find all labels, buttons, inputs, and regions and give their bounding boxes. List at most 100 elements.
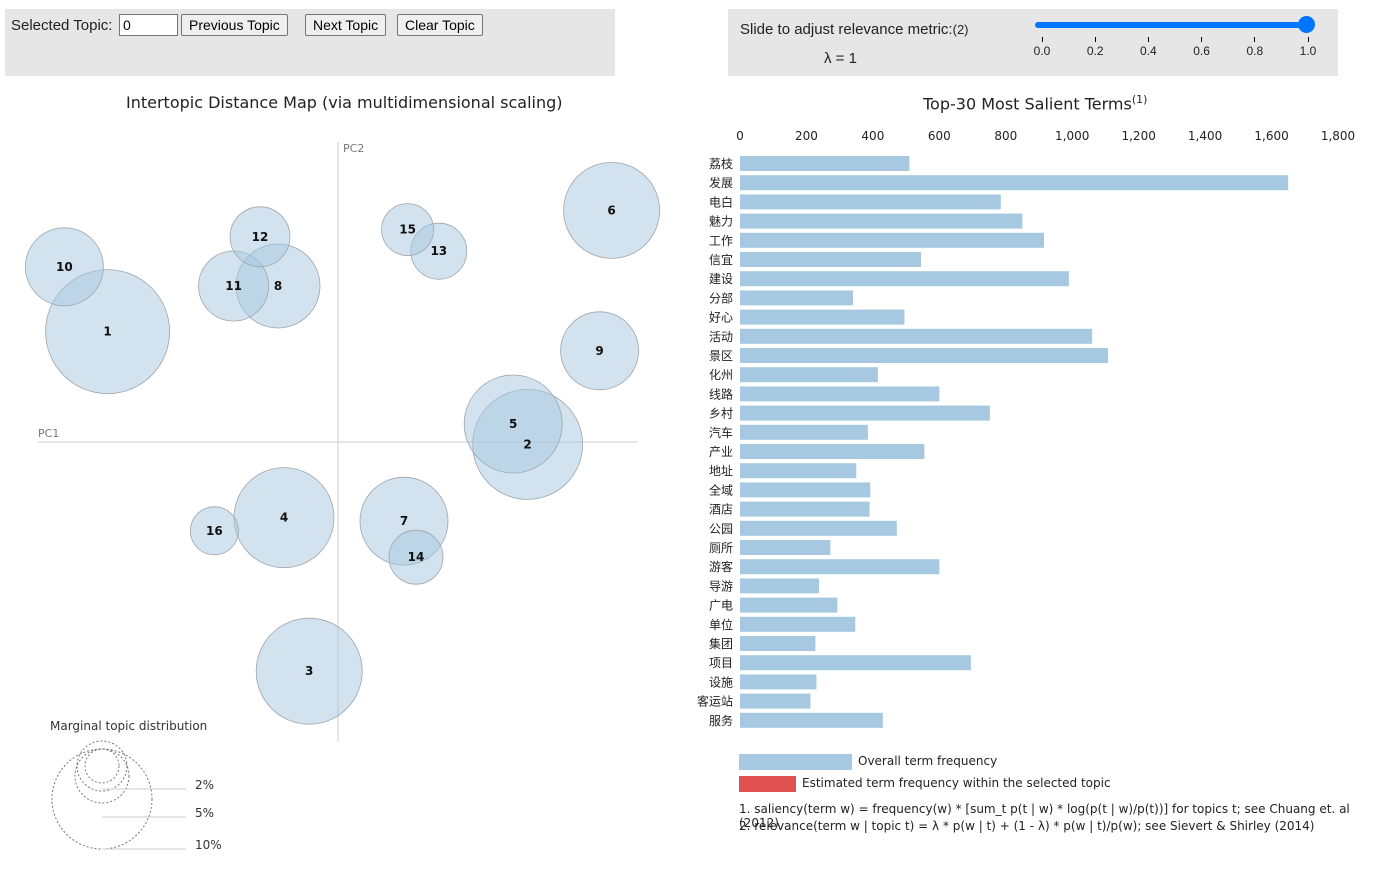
topic-bubble-label-16: 16 [206,524,223,538]
term-bar-21[interactable] [740,540,831,555]
relevance-slider-label-text: Slide to adjust relevance metric: [740,21,953,38]
topic-bubble-3[interactable] [255,617,363,725]
term-bar-5[interactable] [740,232,1044,248]
relevance-footnote-ref: (2) [952,22,969,37]
slider-tick-label: 0.6 [1193,44,1210,58]
term-label-29[interactable]: 客运站 [697,694,733,709]
term-bar-7[interactable] [740,271,1069,287]
legend-label-overall: Overall term frequency [858,754,998,768]
term-bar-24[interactable] [740,597,838,613]
topic-bubble-6[interactable] [563,162,660,259]
term-label-5[interactable]: 工作 [709,234,733,248]
term-bar-30[interactable] [740,712,883,728]
salient-terms-chart: 0 200 400 600 800 1,000 1,200 1,400 1,600 1,800 荔… [697,129,1355,728]
term-label-4[interactable]: 魅力 [709,214,733,229]
term-label-13[interactable]: 线路 [709,386,733,401]
term-bar-19[interactable] [740,501,870,517]
legend-swatch-selected [739,776,796,792]
topic-bubble-10[interactable] [25,227,104,307]
topic-bubble-14[interactable] [388,529,444,585]
lambda-slider-track[interactable] [1035,22,1307,28]
term-bar-23[interactable] [740,578,820,594]
term-bar-14[interactable] [740,405,990,421]
term-label-22[interactable]: 游客 [709,559,733,574]
topic-bubble-5[interactable] [463,374,563,474]
slider-tick-label: 0.8 [1246,44,1264,58]
topic-bubble-label-13: 13 [430,244,447,258]
term-bar-27[interactable] [740,655,971,671]
term-bar-22[interactable] [740,559,940,575]
lambda-slider-thumb[interactable] [1298,16,1315,33]
term-bar-13[interactable] [740,386,940,402]
term-label-16[interactable]: 产业 [709,445,733,459]
topic-bubble-16[interactable] [189,506,239,556]
term-label-2[interactable]: 发展 [709,175,733,190]
term-bar-9[interactable] [740,309,905,325]
term-bar-11[interactable] [740,348,1109,363]
term-bar-2[interactable] [740,175,1289,191]
topic-bubble-label-8: 8 [274,279,282,293]
term-bar-3[interactable] [740,194,1001,210]
intertopic-map-title: Intertopic Distance Map (via multidimens… [126,93,563,112]
term-label-8[interactable]: 分部 [709,290,733,305]
term-label-1[interactable]: 荔枝 [709,156,733,171]
slider-tick-1.0: 1.0 [1288,37,1328,58]
term-bar-26[interactable] [740,636,816,651]
term-bar-29[interactable] [740,693,811,709]
slider-tick-mark [1307,37,1309,42]
term-label-9[interactable]: 好心 [709,311,733,325]
slider-tick-label: 1.0 [1299,44,1317,58]
topic-bubble-9[interactable] [560,311,639,391]
term-label-14[interactable]: 乡村 [709,407,733,421]
term-label-25[interactable]: 单位 [709,617,733,632]
slider-tick-mark [1094,37,1096,42]
term-label-18[interactable]: 全域 [709,482,733,497]
topic-bubble-label-3: 3 [305,664,313,678]
term-label-11[interactable]: 景区 [709,349,733,363]
term-label-27[interactable]: 项目 [709,656,733,670]
term-bar-20[interactable] [740,520,897,536]
slider-tick-label: 0.2 [1086,44,1104,58]
term-bar-6[interactable] [740,252,922,267]
term-bar-10[interactable] [740,328,1093,344]
term-label-24[interactable]: 广电 [709,599,733,613]
term-label-30[interactable]: 服务 [709,713,733,728]
marginal-distribution-legend: 2% 5% 10% [51,740,222,852]
term-label-15[interactable]: 汽车 [709,425,733,440]
slider-tick-mark [1147,37,1149,42]
term-bar-25[interactable] [740,616,856,632]
term-label-17[interactable]: 地址 [709,464,733,478]
slider-tick-0.0: 0.0 [1022,37,1062,58]
term-bar-15[interactable] [740,424,868,440]
selected-topic-input[interactable] [119,14,178,36]
term-label-21[interactable]: 厕所 [709,541,733,555]
topic-bubble-12[interactable] [229,206,291,268]
term-label-12[interactable]: 化州 [709,368,733,382]
term-label-19[interactable]: 酒店 [709,503,733,517]
term-bar-12[interactable] [740,367,878,383]
term-label-23[interactable]: 导游 [709,579,733,593]
topic-bubble-label-7: 7 [400,514,408,528]
slider-tick-0.8: 0.8 [1235,37,1275,58]
term-bar-28[interactable] [740,674,817,690]
term-label-3[interactable]: 电白 [709,194,733,209]
term-bar-18[interactable] [740,482,871,498]
previous-topic-button[interactable]: Previous Topic [181,14,288,36]
term-label-7[interactable]: 建设 [709,272,733,286]
next-topic-button[interactable]: Next Topic [305,14,387,36]
term-bar-17[interactable] [740,463,857,479]
topic-bubble-label-10: 10 [56,260,73,274]
term-bar-4[interactable] [740,213,1023,229]
term-label-26[interactable]: 集团 [709,636,733,651]
term-label-10[interactable]: 活动 [709,330,733,344]
term-label-20[interactable]: 公园 [709,522,733,536]
topic-bubble-15[interactable] [381,203,435,256]
salient-terms-title: Top-30 Most Salient Terms(1) [923,93,1147,113]
term-label-28[interactable]: 设施 [709,675,733,689]
term-bar-1[interactable] [740,156,910,171]
term-bar-16[interactable] [740,444,925,459]
legend-label-selected: Estimated term frequency within the sele… [802,776,1111,790]
clear-topic-button[interactable]: Clear Topic [397,14,483,36]
term-bar-8[interactable] [740,290,853,306]
term-label-6[interactable]: 信宜 [709,252,733,267]
